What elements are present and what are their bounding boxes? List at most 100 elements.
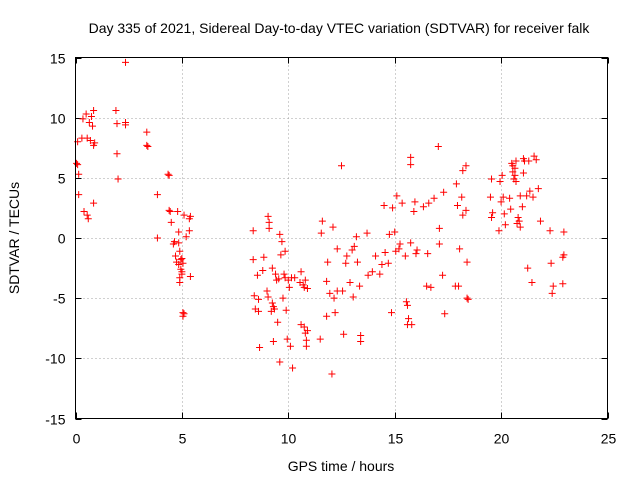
y-tick-label: 5 [58, 171, 66, 187]
data-point [342, 260, 349, 267]
data-point [369, 268, 376, 275]
data-point [287, 343, 294, 350]
data-point [365, 272, 372, 279]
data-point [535, 185, 542, 192]
data-point [166, 207, 173, 214]
data-point [497, 178, 504, 185]
data-point [459, 212, 466, 219]
data-point [520, 170, 527, 177]
data-point [523, 192, 530, 199]
data-point [431, 195, 438, 202]
data-point [115, 176, 122, 183]
data-point [495, 227, 502, 234]
data-point [506, 195, 513, 202]
data-point [272, 271, 279, 278]
data-point [350, 293, 357, 300]
data-point [303, 337, 310, 344]
y-tick-label: 0 [58, 231, 66, 247]
data-point [488, 214, 495, 221]
data-point [526, 188, 533, 195]
data-point [332, 309, 339, 316]
data-point [168, 219, 175, 226]
data-point [548, 260, 555, 267]
data-point [90, 200, 97, 207]
data-point [283, 307, 290, 314]
data-point [354, 259, 361, 266]
data-point [427, 284, 434, 291]
data-point [324, 259, 331, 266]
data-point [250, 256, 257, 263]
data-point [404, 302, 411, 309]
data-point [281, 271, 288, 278]
data-point [436, 225, 443, 232]
data-point [357, 338, 364, 345]
data-point [174, 208, 181, 215]
data-point [458, 194, 465, 201]
data-point [559, 280, 566, 287]
data-point [166, 172, 173, 179]
x-tick-label: 25 [601, 431, 617, 447]
x-tick-label: 10 [281, 431, 297, 447]
data-point [353, 233, 360, 240]
data-point [318, 230, 325, 237]
data-point [465, 296, 472, 303]
data-point [403, 298, 410, 305]
data-point [113, 120, 120, 127]
data-point [331, 295, 338, 302]
data-point [303, 343, 310, 350]
data-point [393, 192, 400, 199]
data-point [178, 255, 185, 262]
data-point [420, 203, 427, 210]
data-point [265, 213, 272, 220]
data-point [388, 309, 395, 316]
data-point [407, 161, 414, 168]
data-point [397, 241, 404, 248]
y-tick-label: -15 [45, 412, 65, 428]
data-point [269, 265, 276, 272]
data-point [289, 364, 296, 371]
scatter-chart: 0 5 10 15 20 25-15-10-5051015 Day 335 of 2021… [0, 0, 640, 480]
data-point [537, 218, 544, 225]
data-point [488, 176, 495, 183]
data-point [407, 154, 414, 161]
chart-title: Day 335 of 2021, Sidereal Day-to-day VTE… [89, 20, 591, 36]
data-point [304, 285, 311, 292]
data-point [181, 212, 188, 219]
data-point [255, 296, 262, 303]
data-point [260, 254, 267, 261]
data-point [276, 231, 283, 238]
data-point [90, 107, 97, 114]
data-point [462, 162, 469, 169]
data-point [286, 284, 293, 291]
data-point [167, 208, 174, 215]
data-point [334, 245, 341, 252]
data-point [264, 287, 271, 294]
data-point [340, 331, 347, 338]
data-point [408, 321, 415, 328]
data-point [402, 253, 409, 260]
data-point [507, 206, 514, 213]
data-point [326, 290, 333, 297]
data-point [254, 272, 261, 279]
data-point [79, 115, 86, 122]
y-tick-label: -10 [45, 351, 65, 367]
data-point [175, 228, 182, 235]
data-point [357, 332, 364, 339]
data-point [154, 191, 161, 198]
data-point [282, 248, 289, 255]
data-point [425, 200, 432, 207]
data-point [270, 338, 277, 345]
x-tick-label: 0 [73, 431, 81, 447]
data-point [339, 287, 346, 294]
y-tick-label: 10 [50, 111, 66, 127]
y-tick-label: -5 [53, 291, 66, 307]
x-tick-label: 15 [388, 431, 404, 447]
data-point [186, 227, 193, 234]
data-point [517, 192, 524, 199]
data-point [530, 194, 537, 201]
data-point [549, 290, 556, 297]
data-point [435, 143, 442, 150]
data-point [176, 279, 183, 286]
data-point [499, 172, 506, 179]
x-tick-label: 5 [179, 431, 187, 447]
